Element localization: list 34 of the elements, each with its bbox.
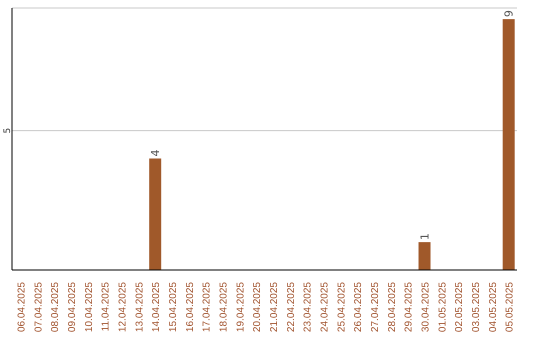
x-tick-label: 24.04.2025 — [319, 282, 330, 332]
x-tick-label: 04.05.2025 — [488, 282, 499, 332]
data-label: 4 — [149, 150, 162, 157]
data-label: 9 — [502, 10, 516, 18]
x-tick-label: 16.04.2025 — [184, 282, 196, 332]
x-tick-label: 23.04.2025 — [302, 282, 314, 332]
data-label: 1 — [418, 233, 432, 240]
x-tick-label: 05.05.2025 — [504, 282, 516, 332]
x-tick-label: 14.04.2025 — [151, 282, 162, 332]
x-tick-label: 09.04.2025 — [66, 282, 78, 332]
x-tick-label: 29.04.2025 — [404, 282, 415, 332]
x-tick-label: 28.04.2025 — [386, 282, 398, 332]
x-tick-label: 21.04.2025 — [268, 282, 280, 332]
x-tick-label: 12.04.2025 — [117, 282, 128, 332]
x-tick-label: 30.04.2025 — [420, 282, 432, 332]
x-tick-label: 22.04.2025 — [286, 282, 297, 332]
x-tick-label: 26.04.2025 — [353, 282, 364, 332]
x-tick-label: 20.04.2025 — [252, 282, 264, 332]
x-tick-label: 01.05.2025 — [437, 282, 448, 332]
x-tick-label: 10.04.2025 — [84, 282, 95, 332]
x-tick-label: 11.04.2025 — [100, 282, 112, 332]
x-tick-label: 15.04.2025 — [168, 282, 179, 332]
x-tick-label: 08.04.2025 — [50, 282, 62, 332]
x-tick-label: 17.04.2025 — [202, 282, 213, 332]
x-tick-label: 13.04.2025 — [134, 282, 146, 332]
x-tick-label: 25.04.2025 — [336, 282, 348, 332]
x-tick-label: 18.04.2025 — [218, 282, 230, 332]
x-tick-label: 19.04.2025 — [235, 282, 246, 332]
x-tick-label: 07.04.2025 — [33, 282, 44, 332]
y-tick-label: 5 — [3, 128, 13, 134]
x-tick-label: 06.04.2025 — [16, 282, 28, 332]
x-tick-label: 03.05.2025 — [470, 282, 482, 332]
x-tick-label: 27.04.2025 — [370, 282, 381, 332]
x-tick-label: 02.05.2025 — [454, 282, 466, 332]
